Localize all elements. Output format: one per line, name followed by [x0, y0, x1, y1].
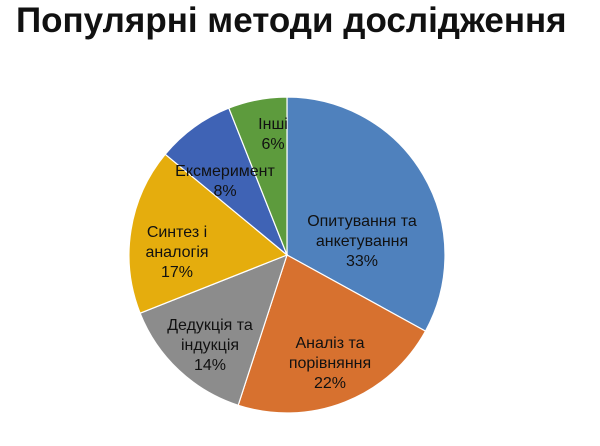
pie-slice-label-line: 6% [261, 136, 284, 153]
pie-slice-label-line: анкетування [316, 233, 408, 250]
pie-slice-label-1: Аналіз та порівняння 22% [289, 335, 371, 392]
pie-slice-label-line: 8% [213, 183, 236, 200]
pie-slice-label-line: Опитування та [307, 213, 417, 230]
pie-slice-label-5: Інші 6% [258, 116, 288, 153]
pie-slice-label-line: 14% [194, 357, 226, 374]
pie-slice-label-line: Ексмеримент [175, 163, 275, 180]
pie-slice-label-line: Дедукція та [167, 317, 253, 334]
pie-slice-label-2: Дедукція та індукція 14% [167, 317, 253, 374]
pie-slices [128, 96, 446, 414]
pie-slice-label-4: Ексмеримент 8% [175, 163, 275, 200]
pie-slice-3 [128, 153, 289, 314]
pie-slice-label-line: 22% [314, 375, 346, 392]
pie-slice-label-line: Інші [258, 116, 288, 133]
pie-slice-label-line: Синтез і [147, 224, 207, 241]
pie-labels: Опитування та анкетування 33% Аналіз та порі… [145, 116, 416, 392]
pie-slice-label-line: аналогія [145, 244, 208, 261]
pie-slice-label-line: індукція [181, 337, 239, 354]
pie-slice-5 [228, 96, 288, 256]
pie-slice-label-line: 17% [161, 264, 193, 281]
pie-slice-2 [139, 253, 288, 407]
pie-slice-0 [286, 96, 446, 332]
pie-slice-label-0: Опитування та анкетування 33% [307, 213, 417, 270]
pie-slice-1 [237, 254, 427, 414]
pie-slice-label-line: Аналіз та [295, 335, 364, 352]
pie-slice-label-line: 33% [346, 253, 378, 270]
chart-title: Популярні методи дослідження [16, 1, 567, 40]
pie-slice-label-line: порівняння [289, 355, 371, 372]
pie-slice-label-3: Синтез і аналогія 17% [145, 224, 208, 281]
